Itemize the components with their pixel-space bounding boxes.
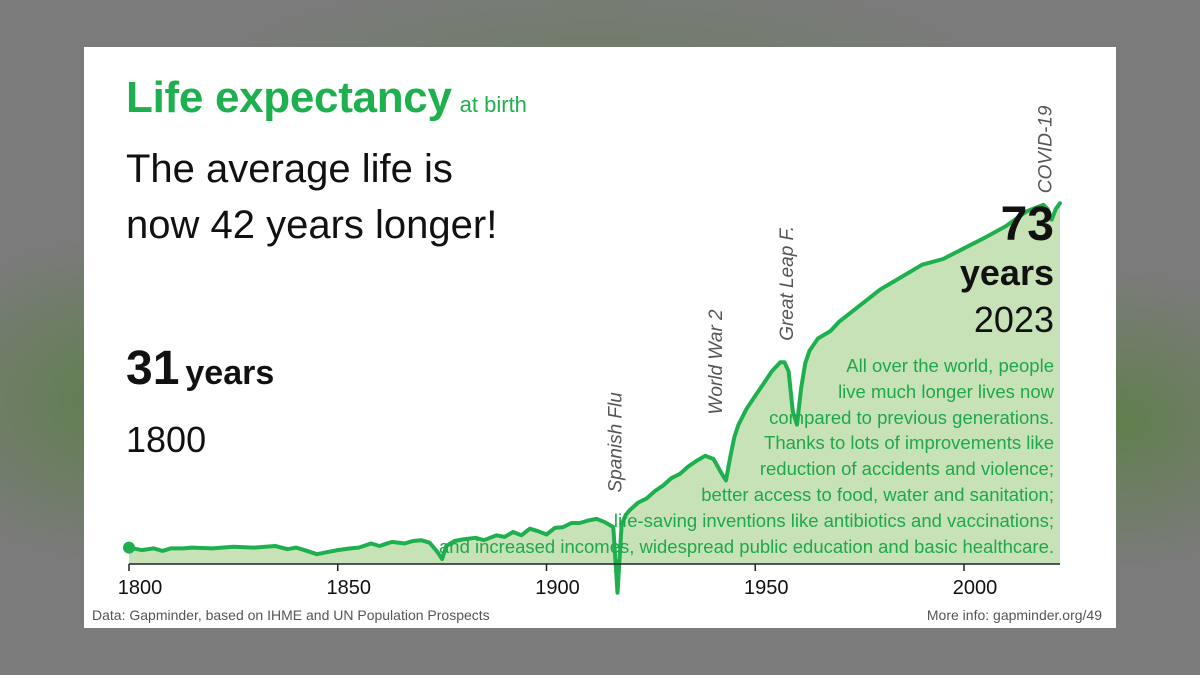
area-fill [129,203,1060,593]
x-tick-label: 1800 [118,577,163,599]
event-annotation: COVID-19 [1036,105,1057,193]
x-tick-label: 1850 [326,577,371,599]
start-year-label: 1800 [126,419,207,460]
more-info-link[interactable]: More info: gapminder.org/49 [926,607,1102,623]
x-tick-label: 1900 [535,577,580,599]
title-main: Life expectancy [126,73,452,122]
event-annotation: World War 2 [706,309,727,415]
explanation-line: Thanks to lots of improvements like [764,432,1054,454]
explanation-line: life-saving inventions like antibiotics … [613,509,1054,531]
life-expectancy-chart: 1800 1850 1900 1950 2000 Spanish Flu World War… [118,105,1062,599]
end-value-number: 73 [1000,198,1054,251]
title-subtitle: at birth [459,92,527,117]
source-note: Data: Gapminder, based on IHME and UN Po… [92,607,490,623]
chart-title: Life expectancy at birth [126,73,527,123]
start-value-number: 31 [126,342,180,395]
end-value-unit: years [959,252,1054,293]
end-year-label: 2023 [973,299,1054,340]
explanation-line: reduction of accidents and violence; [759,458,1054,480]
explanation-line: live much longer lives now [838,380,1054,402]
x-tick-label: 1950 [744,577,789,599]
event-annotation: Great Leap F. [777,226,798,341]
event-annotation: Spanish Flu [606,392,627,493]
start-value-unit: years [185,354,275,392]
chart-card: 1800 1850 1900 1950 2000 Spanish Flu World War… [84,47,1116,628]
explanation-text: All over the world, people live much lon… [294,353,1054,559]
series-line [127,201,1062,595]
explanation-line: and increased incomes, widespread public… [439,535,1054,557]
explanation-line: All over the world, people [846,355,1054,376]
x-tick-label: 2000 [953,577,998,599]
start-value-label: 31 years [126,341,274,396]
explanation-line: compared to previous generations. [769,406,1054,428]
end-value-label: 73 years 2023 [960,199,1054,345]
headline: The average life is now 42 years longer! [126,147,498,247]
start-point [123,541,135,554]
explanation-line: better access to food, water and sanitat… [701,483,1054,505]
